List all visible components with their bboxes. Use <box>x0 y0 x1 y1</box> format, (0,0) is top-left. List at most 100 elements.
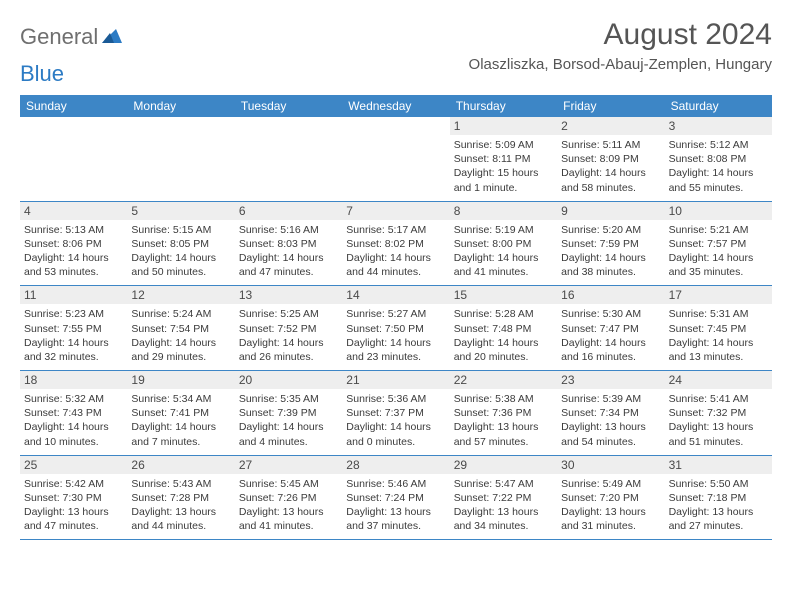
sunrise-text: Sunrise: 5:23 AM <box>24 307 123 321</box>
daylight-text: Daylight: 13 hours and 41 minutes. <box>239 505 338 533</box>
sunrise-text: Sunrise: 5:19 AM <box>454 223 553 237</box>
sunrise-text: Sunrise: 5:09 AM <box>454 138 553 152</box>
day-number: 15 <box>450 286 557 304</box>
day-cell: 7Sunrise: 5:17 AMSunset: 8:02 PMDaylight… <box>342 202 449 286</box>
sunrise-text: Sunrise: 5:31 AM <box>669 307 768 321</box>
sunset-text: Sunset: 7:28 PM <box>131 491 230 505</box>
sunset-text: Sunset: 7:55 PM <box>24 322 123 336</box>
daylight-text: Daylight: 14 hours and 32 minutes. <box>24 336 123 364</box>
day-info: Sunrise: 5:41 AMSunset: 7:32 PMDaylight:… <box>669 392 768 449</box>
daylight-text: Daylight: 13 hours and 34 minutes. <box>454 505 553 533</box>
day-info: Sunrise: 5:19 AMSunset: 8:00 PMDaylight:… <box>454 223 553 280</box>
daylight-text: Daylight: 14 hours and 47 minutes. <box>239 251 338 279</box>
day-cell: 26Sunrise: 5:43 AMSunset: 7:28 PMDayligh… <box>127 456 234 540</box>
day-cell: 16 Sunrise: 5:30 AMSunset: 7:47 PMDayligh… <box>557 286 664 370</box>
daylight-text: Daylight: 14 hours and 16 minutes. <box>561 336 660 364</box>
sunrise-text: Sunrise: 5:32 AM <box>24 392 123 406</box>
sunset-text: Sunset: 7:43 PM <box>24 406 123 420</box>
daylight-text: Daylight: 14 hours and 38 minutes. <box>561 251 660 279</box>
week-row: 18Sunrise: 5:32 AMSunset: 7:43 PMDayligh… <box>20 371 772 456</box>
logo-triangle-icon <box>102 27 122 48</box>
day-number: 22 <box>450 371 557 389</box>
title-block: August 2024 Olaszliszka, Borsod-Abauj-Ze… <box>469 18 772 73</box>
day-cell: 3Sunrise: 5:12 AMSunset: 8:08 PMDaylight… <box>665 117 772 201</box>
day-cell: 11Sunrise: 5:23 AMSunset: 7:55 PMDayligh… <box>20 286 127 370</box>
day-info: Sunrise: 5:39 AMSunset: 7:34 PMDaylight:… <box>561 392 660 449</box>
sunset-text: Sunset: 7:18 PM <box>669 491 768 505</box>
day-number: 7 <box>342 202 449 220</box>
sunset-text: Sunset: 8:00 PM <box>454 237 553 251</box>
day-info: Sunrise: 5:13 AMSunset: 8:06 PMDaylight:… <box>24 223 123 280</box>
sunset-text: Sunset: 7:39 PM <box>239 406 338 420</box>
daylight-text: Daylight: 14 hours and 29 minutes. <box>131 336 230 364</box>
daylight-text: Daylight: 13 hours and 27 minutes. <box>669 505 768 533</box>
calendar-grid: Sunday Monday Tuesday Wednesday Thursday… <box>20 95 772 540</box>
daylight-text: Daylight: 14 hours and 10 minutes. <box>24 420 123 448</box>
sunrise-text: Sunrise: 5:27 AM <box>346 307 445 321</box>
day-number: 2 <box>557 117 664 135</box>
day-cell: 25Sunrise: 5:42 AMSunset: 7:30 PMDayligh… <box>20 456 127 540</box>
day-cell: 1Sunrise: 5:09 AMSunset: 8:11 PMDaylight… <box>450 117 557 201</box>
day-number: 14 <box>342 286 449 304</box>
day-info: Sunrise: 5:09 AMSunset: 8:11 PMDaylight:… <box>454 138 553 195</box>
day-info: Sunrise: 5:34 AMSunset: 7:41 PMDaylight:… <box>131 392 230 449</box>
sunset-text: Sunset: 8:05 PM <box>131 237 230 251</box>
sunset-text: Sunset: 7:57 PM <box>669 237 768 251</box>
day-info: Sunrise: 5:28 AMSunset: 7:48 PMDaylight:… <box>454 307 553 364</box>
weekday-thursday: Thursday <box>450 95 557 117</box>
daylight-text: Daylight: 13 hours and 44 minutes. <box>131 505 230 533</box>
weekday-monday: Monday <box>127 95 234 117</box>
weekday-header-row: Sunday Monday Tuesday Wednesday Thursday… <box>20 95 772 117</box>
day-info: Sunrise: 5:35 AMSunset: 7:39 PMDaylight:… <box>239 392 338 449</box>
day-number: 26 <box>127 456 234 474</box>
sunset-text: Sunset: 7:59 PM <box>561 237 660 251</box>
day-number: 27 <box>235 456 342 474</box>
sunset-text: Sunset: 7:45 PM <box>669 322 768 336</box>
daylight-text: Daylight: 13 hours and 31 minutes. <box>561 505 660 533</box>
day-info: Sunrise: 5:21 AMSunset: 7:57 PMDaylight:… <box>669 223 768 280</box>
sunrise-text: Sunrise: 5:13 AM <box>24 223 123 237</box>
day-info: Sunrise: 5:16 AMSunset: 8:03 PMDaylight:… <box>239 223 338 280</box>
day-cell: 14 Sunrise: 5:27 AMSunset: 7:50 PMDayligh… <box>342 286 449 370</box>
month-title: August 2024 <box>469 18 772 52</box>
day-number: 16 <box>557 286 664 304</box>
daylight-text: Daylight: 14 hours and 26 minutes. <box>239 336 338 364</box>
day-info: Sunrise: 5:36 AMSunset: 7:37 PMDaylight:… <box>346 392 445 449</box>
daylight-text: Daylight: 14 hours and 7 minutes. <box>131 420 230 448</box>
sunset-text: Sunset: 7:50 PM <box>346 322 445 336</box>
day-info: Sunrise: 5:42 AMSunset: 7:30 PMDaylight:… <box>24 477 123 534</box>
weekday-friday: Friday <box>557 95 664 117</box>
sunrise-text: Sunrise: 5:34 AM <box>131 392 230 406</box>
week-row: 25Sunrise: 5:42 AMSunset: 7:30 PMDayligh… <box>20 456 772 541</box>
day-number: 24 <box>665 371 772 389</box>
sunrise-text: Sunrise: 5:39 AM <box>561 392 660 406</box>
day-info: Sunrise: 5:12 AMSunset: 8:08 PMDaylight:… <box>669 138 768 195</box>
day-number: 23 <box>557 371 664 389</box>
week-row: 4 Sunrise: 5:13 AMSunset: 8:06 PMDaylight… <box>20 202 772 287</box>
week-row: 11Sunrise: 5:23 AMSunset: 7:55 PMDayligh… <box>20 286 772 371</box>
sunrise-text: Sunrise: 5:50 AM <box>669 477 768 491</box>
daylight-text: Daylight: 14 hours and 44 minutes. <box>346 251 445 279</box>
day-cell <box>127 117 234 201</box>
day-number: 18 <box>20 371 127 389</box>
day-cell: 12Sunrise: 5:24 AMSunset: 7:54 PMDayligh… <box>127 286 234 370</box>
week-row: 1Sunrise: 5:09 AMSunset: 8:11 PMDaylight… <box>20 117 772 202</box>
sunrise-text: Sunrise: 5:36 AM <box>346 392 445 406</box>
day-cell: 22Sunrise: 5:38 AMSunset: 7:36 PMDayligh… <box>450 371 557 455</box>
sunrise-text: Sunrise: 5:21 AM <box>669 223 768 237</box>
day-number: 4 <box>20 202 127 220</box>
sunrise-text: Sunrise: 5:16 AM <box>239 223 338 237</box>
day-info: Sunrise: 5:15 AMSunset: 8:05 PMDaylight:… <box>131 223 230 280</box>
logo-text-blue: Blue <box>20 61 64 87</box>
day-cell: 19Sunrise: 5:34 AMSunset: 7:41 PMDayligh… <box>127 371 234 455</box>
sunset-text: Sunset: 7:54 PM <box>131 322 230 336</box>
day-info: Sunrise: 5:27 AMSunset: 7:50 PMDaylight:… <box>346 307 445 364</box>
daylight-text: Daylight: 14 hours and 13 minutes. <box>669 336 768 364</box>
sunrise-text: Sunrise: 5:47 AM <box>454 477 553 491</box>
sunset-text: Sunset: 8:02 PM <box>346 237 445 251</box>
day-cell: 28Sunrise: 5:46 AMSunset: 7:24 PMDayligh… <box>342 456 449 540</box>
day-info: Sunrise: 5:30 AMSunset: 7:47 PMDaylight:… <box>561 307 660 364</box>
daylight-text: Daylight: 13 hours and 57 minutes. <box>454 420 553 448</box>
sunset-text: Sunset: 8:11 PM <box>454 152 553 166</box>
day-number: 13 <box>235 286 342 304</box>
